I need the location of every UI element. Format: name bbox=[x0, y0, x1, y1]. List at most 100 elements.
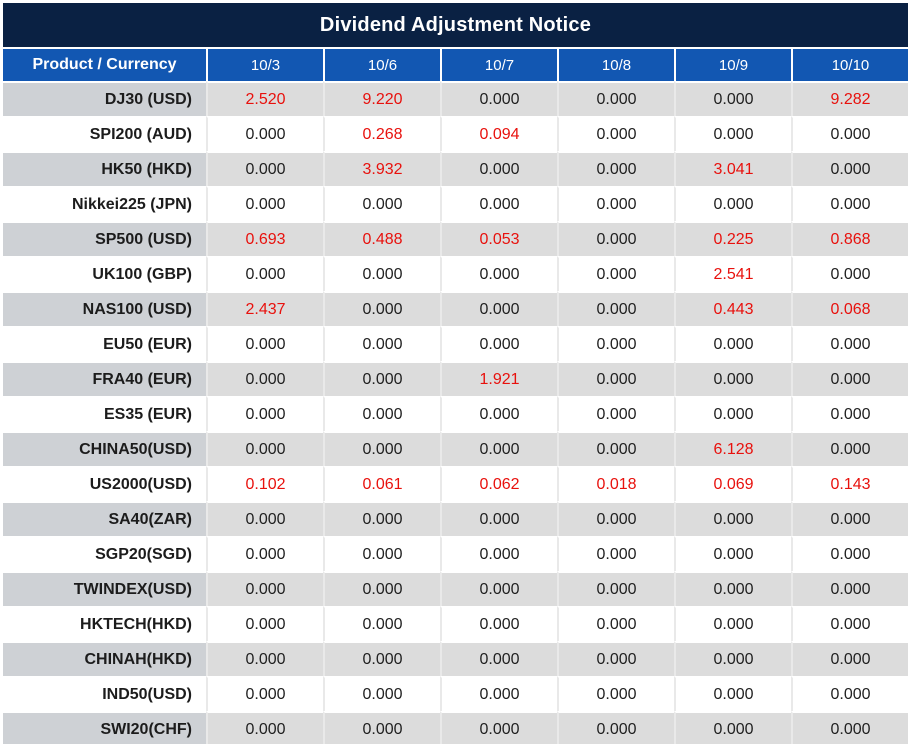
value-cell: 0.000 bbox=[206, 186, 323, 221]
product-cell: DJ30 (USD) bbox=[3, 81, 206, 116]
value-cell: 0.000 bbox=[791, 151, 908, 186]
value-cell: 6.128 bbox=[674, 431, 791, 466]
product-cell: HKTECH(HKD) bbox=[3, 606, 206, 641]
value-cell: 9.220 bbox=[323, 81, 440, 116]
value-cell: 2.541 bbox=[674, 256, 791, 291]
value-cell: 0.000 bbox=[323, 361, 440, 396]
value-cell: 0.000 bbox=[323, 711, 440, 744]
value-cell: 0.069 bbox=[674, 466, 791, 501]
page-title: Dividend Adjustment Notice bbox=[319, 13, 592, 36]
product-cell: CHINAH(HKD) bbox=[3, 641, 206, 676]
dividend-table: Product / Currency 10/3 10/6 10/7 10/8 10/9 1… bbox=[3, 49, 908, 744]
value-cell: 0.000 bbox=[440, 291, 557, 326]
value-cell: 0.000 bbox=[323, 641, 440, 676]
value-cell: 0.000 bbox=[440, 326, 557, 361]
value-cell: 0.000 bbox=[674, 361, 791, 396]
value-cell: 0.000 bbox=[440, 641, 557, 676]
value-cell: 0.000 bbox=[791, 116, 908, 151]
product-cell: US2000(USD) bbox=[3, 466, 206, 501]
product-cell: SA40(ZAR) bbox=[3, 501, 206, 536]
value-cell: 0.000 bbox=[557, 256, 674, 291]
product-cell: ES35 (EUR) bbox=[3, 396, 206, 431]
date-header: 10/7 bbox=[440, 49, 557, 81]
value-cell: 0.000 bbox=[791, 641, 908, 676]
value-cell: 0.000 bbox=[323, 186, 440, 221]
value-cell: 0.000 bbox=[791, 501, 908, 536]
value-cell: 0.000 bbox=[323, 571, 440, 606]
value-cell: 0.000 bbox=[206, 536, 323, 571]
value-cell: 0.000 bbox=[440, 536, 557, 571]
value-cell: 0.000 bbox=[791, 711, 908, 744]
date-header: 10/6 bbox=[323, 49, 440, 81]
value-cell: 0.000 bbox=[557, 151, 674, 186]
value-cell: 0.000 bbox=[557, 711, 674, 744]
table-row: SA40(ZAR) 0.000 0.000 0.000 0.000 0.000 0.000 bbox=[3, 501, 908, 536]
value-cell: 2.437 bbox=[206, 291, 323, 326]
table-row: ES35 (EUR) 0.000 0.000 0.000 0.000 0.000 0.000 bbox=[3, 396, 908, 431]
value-cell: 0.000 bbox=[557, 186, 674, 221]
value-cell: 0.000 bbox=[791, 606, 908, 641]
value-cell: 0.000 bbox=[323, 431, 440, 466]
value-cell: 0.000 bbox=[557, 676, 674, 711]
value-cell: 0.000 bbox=[791, 256, 908, 291]
value-cell: 0.000 bbox=[557, 536, 674, 571]
value-cell: 0.000 bbox=[674, 641, 791, 676]
value-cell: 0.000 bbox=[674, 711, 791, 744]
value-cell: 0.143 bbox=[791, 466, 908, 501]
product-cell: HK50 (HKD) bbox=[3, 151, 206, 186]
value-cell: 0.000 bbox=[440, 81, 557, 116]
value-cell: 2.520 bbox=[206, 81, 323, 116]
value-cell: 0.018 bbox=[557, 466, 674, 501]
value-cell: 0.068 bbox=[791, 291, 908, 326]
value-cell: 0.000 bbox=[440, 186, 557, 221]
table-row: SPI200 (AUD) 0.000 0.268 0.094 0.000 0.000 0.0… bbox=[3, 116, 908, 151]
product-cell: Nikkei225 (JPN) bbox=[3, 186, 206, 221]
value-cell: 0.000 bbox=[206, 641, 323, 676]
value-cell: 0.000 bbox=[557, 361, 674, 396]
value-cell: 0.000 bbox=[323, 501, 440, 536]
value-cell: 0.000 bbox=[791, 571, 908, 606]
product-currency-header: Product / Currency bbox=[3, 49, 206, 81]
table-row: UK100 (GBP) 0.000 0.000 0.000 0.000 2.541 0.00… bbox=[3, 256, 908, 291]
value-cell: 0.094 bbox=[440, 116, 557, 151]
date-header: 10/8 bbox=[557, 49, 674, 81]
value-cell: 0.488 bbox=[323, 221, 440, 256]
table-row: IND50(USD) 0.000 0.000 0.000 0.000 0.000 0.000 bbox=[3, 676, 908, 711]
value-cell: 0.000 bbox=[440, 711, 557, 744]
product-cell: IND50(USD) bbox=[3, 676, 206, 711]
value-cell: 0.000 bbox=[557, 431, 674, 466]
table-row: SWI20(CHF) 0.000 0.000 0.000 0.000 0.000 0.000 bbox=[3, 711, 908, 744]
value-cell: 0.000 bbox=[206, 256, 323, 291]
table-header-row: Product / Currency 10/3 10/6 10/7 10/8 10/9 1… bbox=[3, 49, 908, 81]
value-cell: 0.000 bbox=[791, 676, 908, 711]
table-row: SP500 (USD) 0.693 0.488 0.053 0.000 0.225 0.86… bbox=[3, 221, 908, 256]
value-cell: 0.000 bbox=[674, 501, 791, 536]
value-cell: 0.000 bbox=[323, 606, 440, 641]
product-cell: UK100 (GBP) bbox=[3, 256, 206, 291]
value-cell: 0.000 bbox=[206, 396, 323, 431]
value-cell: 0.053 bbox=[440, 221, 557, 256]
value-cell: 0.000 bbox=[323, 396, 440, 431]
value-cell: 0.000 bbox=[206, 501, 323, 536]
value-cell: 0.000 bbox=[791, 361, 908, 396]
product-cell: SPI200 (AUD) bbox=[3, 116, 206, 151]
value-cell: 0.000 bbox=[791, 186, 908, 221]
value-cell: 0.000 bbox=[791, 326, 908, 361]
table-row: HKTECH(HKD) 0.000 0.000 0.000 0.000 0.000 0.00… bbox=[3, 606, 908, 641]
value-cell: 0.000 bbox=[557, 396, 674, 431]
value-cell: 0.000 bbox=[323, 256, 440, 291]
value-cell: 3.932 bbox=[323, 151, 440, 186]
table-row: SGP20(SGD) 0.000 0.000 0.000 0.000 0.000 0.000 bbox=[3, 536, 908, 571]
value-cell: 0.000 bbox=[440, 151, 557, 186]
product-cell: SP500 (USD) bbox=[3, 221, 206, 256]
value-cell: 9.282 bbox=[791, 81, 908, 116]
product-cell: FRA40 (EUR) bbox=[3, 361, 206, 396]
product-cell: NAS100 (USD) bbox=[3, 291, 206, 326]
value-cell: 0.000 bbox=[206, 711, 323, 744]
value-cell: 0.000 bbox=[557, 221, 674, 256]
value-cell: 0.000 bbox=[440, 571, 557, 606]
table-row: FRA40 (EUR) 0.000 0.000 1.921 0.000 0.000 0.00… bbox=[3, 361, 908, 396]
value-cell: 3.041 bbox=[674, 151, 791, 186]
value-cell: 0.000 bbox=[674, 186, 791, 221]
product-cell: TWINDEX(USD) bbox=[3, 571, 206, 606]
